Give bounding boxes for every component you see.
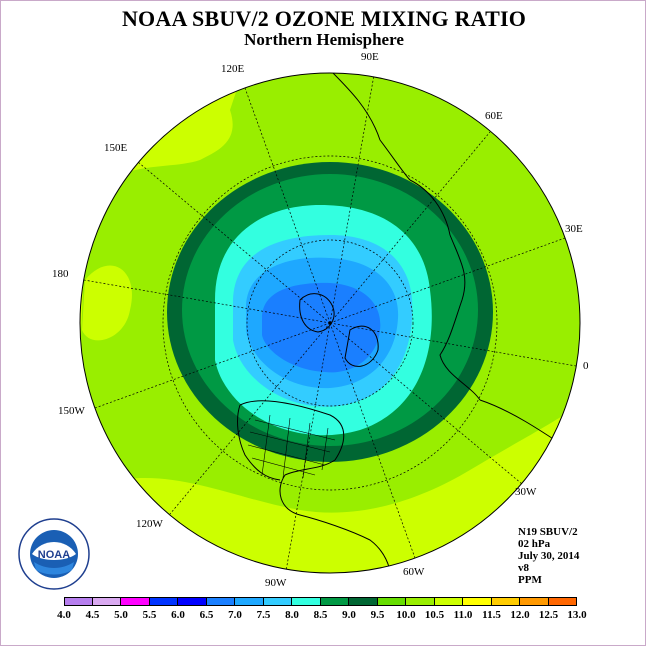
info-units: PPM (518, 574, 542, 586)
colorbar-swatch (406, 597, 435, 606)
colorbar-swatch (263, 597, 292, 606)
colorbar-swatch (520, 597, 549, 606)
colorbar-label: 9.5 (370, 609, 385, 621)
lon-label-60w: 60W (403, 566, 425, 578)
coast-west-america (237, 404, 281, 481)
lon-label-150w: 150W (58, 405, 85, 417)
colorbar-label: 11.0 (453, 609, 473, 621)
lon-label-90w: 90W (265, 577, 287, 589)
colorbar-swatch (320, 597, 349, 606)
colorbar-label: 9.0 (342, 609, 356, 621)
lon-label-90e: 90E (361, 51, 379, 63)
meridian-150e (137, 161, 331, 324)
colorbar-swatch (178, 597, 207, 606)
colorbar-swatch (149, 597, 178, 606)
map-title: NOAA SBUV/2 OZONE MIXING RATIO (121, 6, 527, 31)
meridian-180 (83, 279, 331, 324)
meridian-60w (329, 322, 416, 559)
colorbar-label: 6.5 (199, 609, 214, 621)
coast-north-america (239, 400, 393, 573)
lon-label-60e: 60E (485, 110, 503, 122)
meridian-150w (94, 322, 331, 409)
colorbar-label: 7.5 (256, 609, 271, 621)
info-level: 02 hPa (518, 538, 551, 550)
meridian-90w (285, 322, 331, 572)
contour-patch-w (82, 265, 132, 341)
meridian-60e (329, 131, 491, 324)
meridian-120w (169, 322, 331, 515)
meridian-30e (329, 237, 566, 324)
colorbar-label: 8.5 (313, 609, 328, 621)
colorbar-swatch (121, 597, 150, 606)
coast-europe-asia (409, 179, 481, 401)
info-satellite: N19 SBUV/2 (518, 526, 578, 538)
colorbar-label: 5.5 (142, 609, 157, 621)
colorbar-label: 5.0 (114, 609, 128, 621)
lat-circle-30 (162, 155, 498, 491)
lon-label-150e: 150E (104, 142, 128, 154)
ozone-field (80, 73, 580, 573)
colorbar-label: 6.0 (171, 609, 185, 621)
colorbar-swatch (235, 597, 264, 606)
colorbar-label: 13.0 (567, 609, 587, 621)
info-version: v8 (518, 562, 529, 574)
lon-label-180: 180 (52, 268, 69, 280)
colorbar-label: 4.5 (85, 609, 100, 621)
lon-label-30e: 30E (565, 223, 583, 235)
graticule (83, 74, 577, 572)
colorbar-label: 10.5 (424, 609, 445, 621)
lon-label-120e: 120E (221, 63, 245, 75)
colorbar-label: 10.0 (396, 609, 416, 621)
meridian-90e (329, 74, 375, 324)
colorbar-label: 12.0 (510, 609, 530, 621)
coast-east-asia (329, 73, 411, 181)
coastlines (237, 73, 571, 573)
colorbar-label: 7.0 (228, 609, 242, 621)
colorbar-swatch (463, 597, 492, 606)
logo-text: NOAA (38, 549, 70, 561)
colorbar-swatch (349, 597, 378, 606)
meridian-120e (244, 87, 331, 324)
noaa-logo: NOAA (18, 518, 90, 590)
meridian-0 (329, 322, 577, 367)
colorbar-swatch (92, 597, 121, 606)
colorbar-swatch (292, 597, 321, 606)
colorbar-swatch (548, 597, 577, 606)
contour-6-6-5 (262, 282, 381, 373)
lon-label-120w: 120W (136, 518, 163, 530)
colorbar-label: 4.0 (57, 609, 71, 621)
info-date: July 30, 2014 (518, 550, 580, 562)
colorbar-swatch (377, 597, 406, 606)
colorbar-swatch (64, 597, 93, 606)
colorbar-label: 12.5 (538, 609, 559, 621)
colorbar-swatch (434, 597, 463, 606)
lat-circle-60 (246, 239, 414, 407)
colorbar-swatch (491, 597, 520, 606)
lon-label-0: 0 (583, 360, 589, 372)
map-boundary (79, 72, 581, 574)
map-subtitle: Northern Hemisphere (244, 30, 404, 49)
colorbar-swatch (206, 597, 235, 606)
lon-label-30w: 30W (515, 486, 537, 498)
us-states (247, 414, 336, 479)
coast-greenland (344, 325, 379, 367)
colorbar-label: 8.0 (285, 609, 299, 621)
colorbar-label: 11.5 (482, 609, 501, 621)
meridian-30w (329, 322, 523, 485)
